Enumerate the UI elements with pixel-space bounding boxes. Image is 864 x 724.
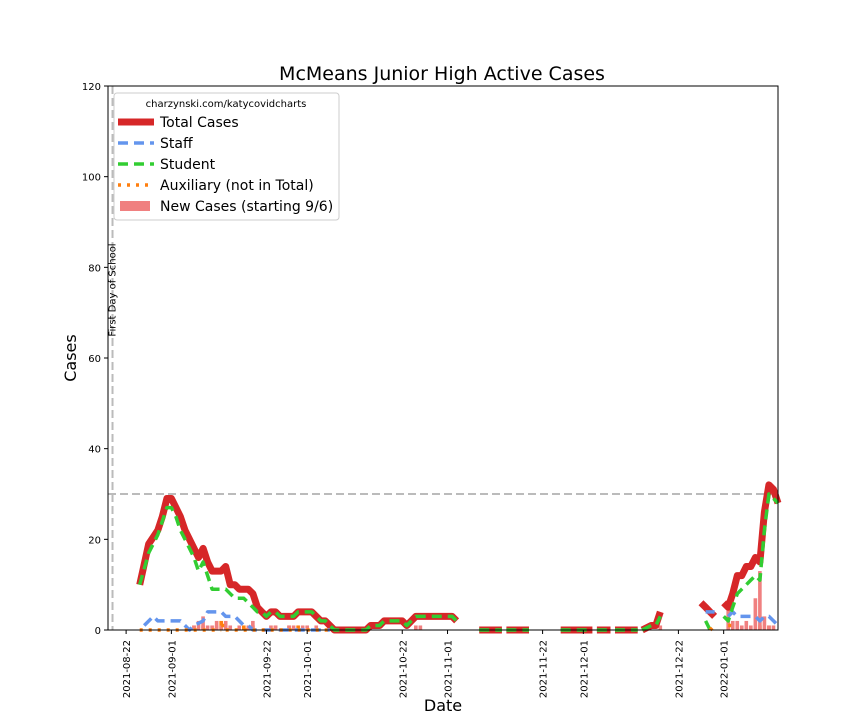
staff-line xyxy=(142,610,330,632)
new-cases-bar xyxy=(201,616,205,630)
new-cases-bar xyxy=(753,598,758,630)
auxiliary-line xyxy=(708,624,716,632)
y-axis-label: Cases xyxy=(61,334,80,382)
new-cases-bar xyxy=(251,620,255,630)
staff-line xyxy=(726,610,780,627)
new-cases-bar xyxy=(418,625,423,630)
new-cases-bar xyxy=(214,620,219,630)
x-tick-label: 2021-11-22 xyxy=(539,640,550,698)
new-cases-bar xyxy=(749,625,753,630)
x-tick-label: 2021-10-22 xyxy=(398,640,409,698)
x-tick-label: 2021-12-22 xyxy=(674,640,685,698)
y-tick-label: 40 xyxy=(88,445,101,456)
student-line xyxy=(138,505,458,632)
y-tick-label: 60 xyxy=(88,354,101,365)
new-cases-bar xyxy=(228,625,233,630)
y-tick-label: 80 xyxy=(88,263,101,274)
y-tick-label: 0 xyxy=(95,626,101,637)
x-tick-label: 2022-01-01 xyxy=(720,640,731,698)
legend-entry-auxiliary: Auxiliary (not in Total) xyxy=(118,178,314,194)
new-cases-bar xyxy=(739,625,744,630)
legend-label-staff: Staff xyxy=(160,136,193,152)
legend-box xyxy=(113,92,340,221)
axes: 0 20 40 60 80 100 120 2021-08-22 2021-09-01 2021-… xyxy=(82,82,731,698)
new-cases-bar xyxy=(205,625,210,630)
new-cases-bar xyxy=(735,620,740,630)
total-cases-line xyxy=(698,600,718,619)
new-cases-bar xyxy=(291,625,296,630)
legend-entry-new-cases: New Cases (starting 9/6) xyxy=(120,199,333,215)
new-cases-bar xyxy=(223,620,228,630)
legend-entry-student: Student xyxy=(118,157,216,173)
new-cases-bar xyxy=(287,625,291,630)
new-cases-bar xyxy=(767,625,771,630)
legend-swatch-new-cases xyxy=(120,201,150,211)
new-cases-bar xyxy=(762,616,767,630)
legend-label-auxiliary: Auxiliary (not in Total) xyxy=(160,178,314,194)
legend-label-new-cases: New Cases (starting 9/6) xyxy=(160,199,333,215)
new-cases-bar xyxy=(219,625,223,630)
total-cases-line xyxy=(721,481,782,611)
new-cases-bar xyxy=(414,625,418,630)
legend: charzynski.com/katycovidcharts Total Cas… xyxy=(113,92,340,221)
x-tick-label: 2021-09-22 xyxy=(262,640,273,698)
legend-entry-staff: Staff xyxy=(118,136,193,152)
x-tick-label: 2021-12-01 xyxy=(579,640,590,698)
x-tick-label: 2021-09-01 xyxy=(167,640,178,698)
new-cases-bar xyxy=(273,625,278,630)
new-cases-bar xyxy=(314,625,319,630)
x-axis-label: Date xyxy=(424,696,462,715)
legend-label-student: Student xyxy=(160,157,216,173)
legend-label-total: Total Cases xyxy=(159,115,239,131)
legend-entry-total: Total Cases xyxy=(118,115,239,131)
y-tick-label: 100 xyxy=(82,173,101,184)
x-tick-label: 2021-08-22 xyxy=(122,640,133,698)
new-cases-bar xyxy=(744,620,749,630)
auxiliary-bar xyxy=(296,625,300,630)
new-cases-bar xyxy=(196,620,201,630)
x-tick-label: 2021-11-01 xyxy=(444,640,455,698)
new-cases-bar xyxy=(758,571,762,630)
new-cases-bar xyxy=(730,620,735,630)
student-line xyxy=(722,492,780,623)
first-day-label: First Day of School xyxy=(108,243,119,336)
x-tick-label: 2021-10-01 xyxy=(303,640,314,698)
new-cases-bar xyxy=(771,625,776,630)
y-tick-label: 120 xyxy=(82,82,101,93)
new-cases-bar xyxy=(210,625,214,630)
new-cases-bar xyxy=(269,625,273,630)
new-cases-bar xyxy=(305,625,309,630)
auxiliary-bar xyxy=(242,625,246,630)
new-cases-bar xyxy=(300,625,305,630)
new-cases-bar xyxy=(192,625,196,630)
legend-title: charzynski.com/katycovidcharts xyxy=(146,99,307,110)
y-tick-label: 20 xyxy=(88,535,101,546)
student-line xyxy=(641,615,662,632)
new-cases-bar xyxy=(237,625,242,630)
new-cases-bar xyxy=(658,625,663,630)
chart-title: McMeans Junior High Active Cases xyxy=(279,63,605,85)
